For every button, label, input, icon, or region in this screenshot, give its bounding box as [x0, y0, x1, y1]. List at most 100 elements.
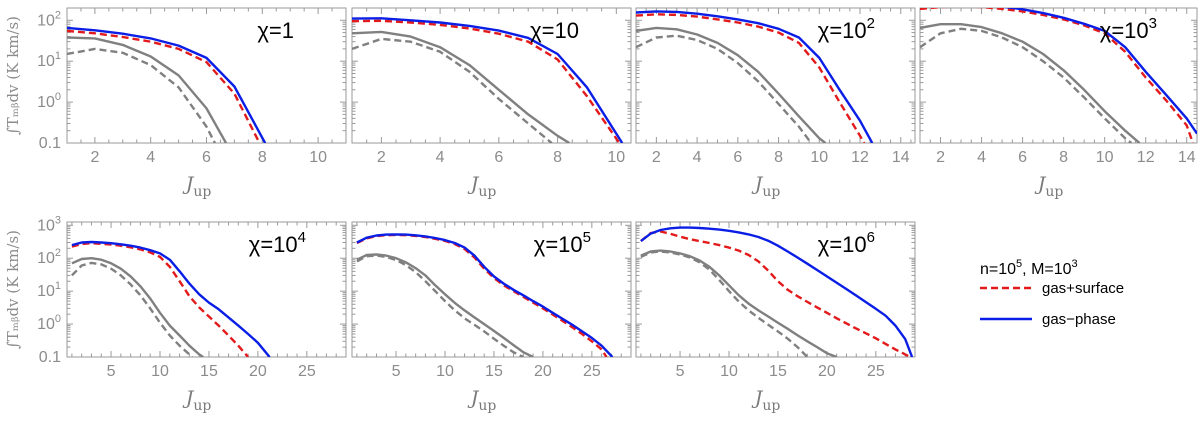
series-line-gray-solid [920, 23, 1141, 143]
legend-title: n=105, M=103 [980, 258, 1078, 278]
series-line-gray-dash [920, 27, 1133, 143]
series-line-gas-surface [71, 241, 250, 357]
x-tick-label: 25 [298, 363, 316, 380]
panel-title: χ=105 [534, 229, 591, 257]
x-tick-label: 6 [733, 149, 742, 166]
series-line-gas-phase [356, 233, 614, 357]
x-tick-label: 15 [485, 363, 503, 380]
panel-frame [351, 221, 632, 358]
y-tick-label: 100 [37, 91, 61, 111]
series-line-gray-dash [352, 37, 553, 143]
x-axis-label: Jup [467, 173, 497, 200]
x-tick-label: 5 [392, 363, 401, 380]
x-tick-label: 10 [810, 149, 828, 166]
x-tick-label: 4 [693, 149, 702, 166]
series-line-gray-solid [640, 249, 838, 357]
x-tick-label: 2 [652, 149, 661, 166]
x-tick-label: 2 [90, 149, 99, 166]
legend-label-gas-surface: gas+surface [1042, 280, 1124, 297]
series-line-gray-solid [71, 257, 204, 357]
x-tick-label: 20 [249, 363, 267, 380]
x-axis-label: Jup [467, 387, 497, 414]
panel-4: 2 4 6 8 10 12 14 χ=103 Jup [919, 7, 1198, 200]
series-line-gas-surface [636, 13, 866, 143]
x-tick-label: 12 [851, 149, 869, 166]
panel-frame [635, 221, 916, 358]
x-tick-label: 10 [151, 363, 169, 380]
x-tick-label: 10 [607, 149, 625, 166]
legend-title-exp2: 3 [1072, 258, 1078, 270]
x-tick-label: 15 [200, 363, 218, 380]
legend-title-main: n=10 [980, 261, 1016, 278]
x-tick-label: 15 [769, 363, 787, 380]
x-tick-label: 2 [377, 149, 386, 166]
x-tick-label: 14 [1178, 149, 1196, 166]
x-axis-label: Jup [751, 173, 781, 200]
panel-title: χ=104 [249, 229, 306, 257]
legend: n=105, M=103 gas+surface gas−phase [980, 258, 1124, 328]
series-line-gas-phase [636, 10, 874, 143]
series-line-gray-solid [352, 30, 570, 143]
x-tick-label: 8 [553, 149, 562, 166]
x-tick-label: 10 [1096, 149, 1114, 166]
x-tick-label: 20 [818, 363, 836, 380]
x-tick-label: 12 [1137, 149, 1155, 166]
y-axis-label: ∫Tₘᵦdv (K km/s) [4, 230, 22, 349]
series-line-gas-surface [67, 29, 261, 143]
panel-frame [66, 7, 347, 144]
x-tick-label: 25 [867, 363, 885, 380]
legend-title-exp1: 5 [1016, 258, 1022, 270]
legend-label-gas-phase: gas−phase [1042, 311, 1116, 328]
x-axis-label: Jup [182, 387, 212, 414]
y-axis-label: ∫Tₘᵦdv (K km/s) [4, 16, 22, 135]
series-line-gray-solid [636, 26, 827, 143]
x-tick-label: 6 [1018, 149, 1027, 166]
y-tick-label: 101 [37, 50, 61, 70]
x-tick-label: 6 [202, 149, 211, 166]
panel-frame [919, 7, 1198, 144]
panel-title: χ=103 [1100, 15, 1157, 43]
panel-6: 5 10 15 20 25 χ=105 Jup [351, 221, 632, 414]
series-line-gas-surface [920, 8, 1195, 143]
x-tick-label: 8 [258, 149, 267, 166]
panel-1: 0.1 100 101 102 2 4 6 8 10 χ=1 Jup ∫Tₘᵦdv (K km/s) [4, 7, 347, 200]
series-line-gas-phase [1002, 8, 1197, 135]
series-line-gray-dash [356, 254, 524, 357]
x-tick-label: 8 [774, 149, 783, 166]
x-tick-label: 10 [720, 363, 738, 380]
series-line-gas-phase [640, 226, 914, 357]
x-tick-label: 6 [494, 149, 503, 166]
panel-title: χ=102 [818, 15, 875, 43]
y-tick-label: 100 [37, 313, 61, 333]
panel-7: 5 10 15 20 25 χ=106 Jup [635, 221, 916, 414]
x-tick-label: 4 [977, 149, 986, 166]
x-tick-label: 10 [436, 363, 454, 380]
y-tick-label: 102 [37, 9, 61, 29]
panel-frame [635, 7, 916, 144]
y-tick-label: 102 [37, 247, 61, 267]
panel-frame [351, 7, 632, 144]
legend-title-sep: , M=10 [1022, 261, 1071, 278]
series-line-gray-solid [67, 36, 228, 143]
y-tick-label: 101 [37, 280, 61, 300]
panel-2: 2 4 6 8 10 χ=10 Jup [351, 7, 632, 200]
y-tick-label: 0.1 [39, 135, 61, 152]
series-line-gray-dash [640, 250, 809, 357]
x-tick-label: 5 [676, 363, 685, 380]
x-tick-label: 20 [534, 363, 552, 380]
series-line-gray-dash [636, 34, 813, 143]
x-axis-label: Jup [1034, 173, 1064, 200]
x-axis-label: Jup [751, 387, 781, 414]
panel-3: 2 4 6 8 10 12 14 χ=102 Jup [635, 7, 916, 200]
series-line-gas-surface [640, 230, 911, 357]
panel-title: χ=10 [530, 18, 579, 43]
panel-frame [66, 221, 347, 358]
series-line-gray-dash [67, 47, 216, 143]
x-tick-label: 2 [936, 149, 945, 166]
series-line-gas-surface [352, 19, 621, 143]
series-line-gray-dash [71, 261, 194, 357]
x-tick-label: 4 [436, 149, 445, 166]
panel-title: χ=1 [257, 18, 294, 43]
